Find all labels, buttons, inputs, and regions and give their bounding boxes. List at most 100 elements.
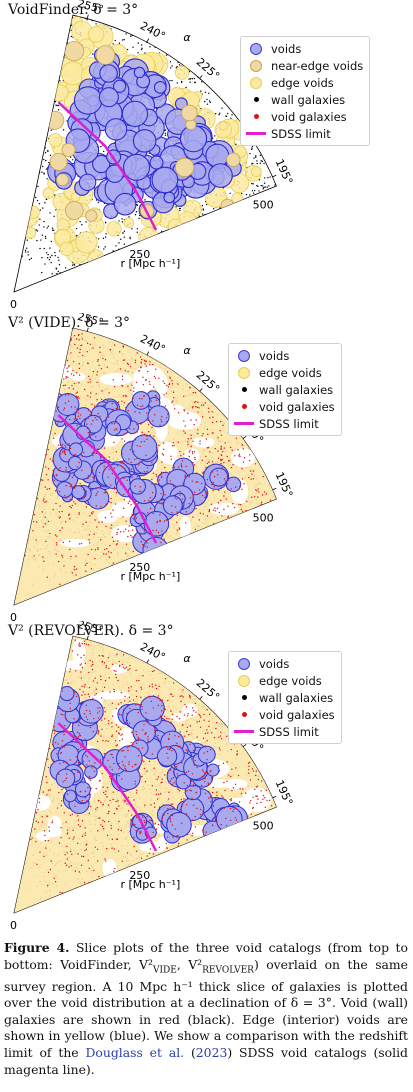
panel-title: V² (REVOLVER). δ = 3° (8, 623, 174, 639)
legend-marker-icon (233, 422, 255, 425)
legend-marker-icon (233, 387, 255, 392)
legend-marker-icon (233, 730, 255, 733)
caption-text: Slice plots of the three void catalogs (… (4, 940, 408, 972)
ra-tick (86, 635, 89, 640)
legend-label: SDSS limit (271, 126, 331, 141)
ra-tick-label: 195° (273, 778, 296, 807)
r-tick-label: 500 (253, 819, 274, 832)
legend-marker-icon (245, 42, 267, 55)
legend-marker-icon (233, 366, 255, 379)
ra-tick-label: 195° (273, 470, 296, 499)
r-axis-label: r [Mpc h⁻¹] (120, 878, 180, 891)
legend-label: SDSS limit (259, 724, 319, 739)
r-tick-label: 0 (10, 611, 17, 623)
void-layer (20, 15, 276, 275)
r-tick-label: 250 (129, 248, 150, 261)
ra-tick (272, 487, 277, 491)
legend-entry: void galaxies (233, 706, 335, 723)
legend-entry: SDSS limit (233, 415, 335, 432)
legend-entry: voids (233, 347, 335, 364)
sdss-limit-line (57, 722, 158, 852)
legend-marker-icon (245, 97, 267, 102)
r-axis-label: r [Mpc h⁻¹] (120, 570, 180, 583)
legend-marker-icon (245, 132, 267, 135)
legend-entry: wall galaxies (233, 381, 335, 398)
legend-label: SDSS limit (259, 416, 319, 431)
legend-marker-icon (233, 404, 255, 409)
caption-text: ) overlaid on the same survey region. A … (4, 956, 409, 1061)
legend-entry: edge voids (233, 672, 335, 689)
legend-label: wall galaxies (259, 690, 334, 705)
legend-entry: SDSS limit (245, 125, 363, 142)
legend-entry: wall galaxies (233, 689, 335, 706)
ra-axis-label: α (183, 31, 191, 44)
legend-marker-icon (233, 657, 255, 670)
r-tick-label: 500 (253, 511, 274, 524)
caption-text: ) SDSS void catalogs (solid magenta line… (4, 1045, 408, 1077)
legend-label: void galaxies (259, 399, 335, 414)
panel-title: VoidFinder. δ = 3° (8, 2, 139, 18)
legend-entry: voids (233, 655, 335, 672)
ra-tick-label: 225° (194, 55, 223, 82)
caption-subscript: REVOLVER (202, 965, 254, 976)
ra-tick (146, 351, 150, 356)
sdss-limit-line (57, 414, 158, 544)
ra-tick (272, 795, 277, 799)
legend-entry: void galaxies (245, 108, 363, 125)
ra-tick (199, 75, 203, 79)
ra-axis-label: α (183, 344, 191, 357)
legend-label: edge voids (271, 75, 334, 90)
legend-label: near-edge voids (271, 58, 364, 73)
ra-tick (199, 388, 203, 392)
legend-entry: voids (245, 40, 363, 57)
ra-tick (146, 38, 150, 43)
citation-year-link[interactable]: 2023 (195, 1045, 228, 1061)
ra-tick (86, 14, 89, 19)
legend-label: wall galaxies (259, 382, 334, 397)
figure-caption: Figure 4. Slice plots of the three void … (4, 940, 408, 1078)
ra-tick (199, 696, 203, 700)
legend-label: edge voids (259, 673, 322, 688)
legend: voids edge voids wall galaxies void galaxie… (228, 343, 342, 436)
r-tick-label: 250 (129, 561, 150, 574)
ra-tick (242, 743, 247, 747)
legend-label: void galaxies (259, 707, 335, 722)
legend-label: voids (259, 348, 290, 363)
legend-entry: edge voids (245, 74, 363, 91)
legend-label: void galaxies (271, 109, 347, 124)
caption-subscript: VIDE (152, 965, 177, 976)
interior-voids (47, 48, 242, 220)
sdss-limit-line (57, 101, 158, 231)
ra-tick (86, 327, 89, 332)
legend-entry: SDSS limit (233, 723, 335, 740)
ra-tick (242, 435, 247, 439)
legend-label: voids (271, 41, 302, 56)
legend-entry: void galaxies (233, 398, 335, 415)
ra-tick (272, 174, 277, 178)
caption-text: ( (184, 1045, 196, 1061)
caption-text: , V² (176, 956, 203, 972)
legend-marker-icon (245, 76, 267, 89)
r-axis-label: r [Mpc h⁻¹] (120, 257, 180, 270)
void-layer (14, 328, 277, 605)
legend-marker-icon (233, 349, 255, 362)
panel-title: V² (VIDE). δ = 3° (8, 315, 131, 331)
citation-link[interactable]: Douglass et al. (85, 1045, 185, 1061)
r-tick-label: 500 (253, 198, 274, 211)
legend-label: edge voids (259, 365, 322, 380)
interior-voids (43, 390, 242, 564)
legend-label: wall galaxies (271, 92, 346, 107)
legend-label: voids (259, 656, 290, 671)
legend-marker-icon (233, 712, 255, 717)
legend-marker-icon (245, 59, 267, 72)
ra-tick-label: 195° (273, 157, 296, 186)
legend-marker-icon (233, 695, 255, 700)
interior-voids (46, 686, 248, 844)
legend: voids edge voids wall galaxies void galaxie… (228, 651, 342, 744)
r-tick-label: 0 (10, 298, 17, 310)
legend-entry: near-edge voids (245, 57, 363, 74)
